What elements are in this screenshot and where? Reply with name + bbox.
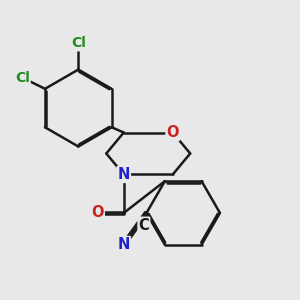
Text: C: C: [139, 218, 149, 233]
Text: Cl: Cl: [71, 36, 86, 50]
Text: N: N: [118, 237, 130, 252]
Text: O: O: [167, 125, 179, 140]
Text: Cl: Cl: [15, 70, 30, 85]
Text: O: O: [91, 206, 104, 220]
Text: N: N: [118, 167, 130, 182]
